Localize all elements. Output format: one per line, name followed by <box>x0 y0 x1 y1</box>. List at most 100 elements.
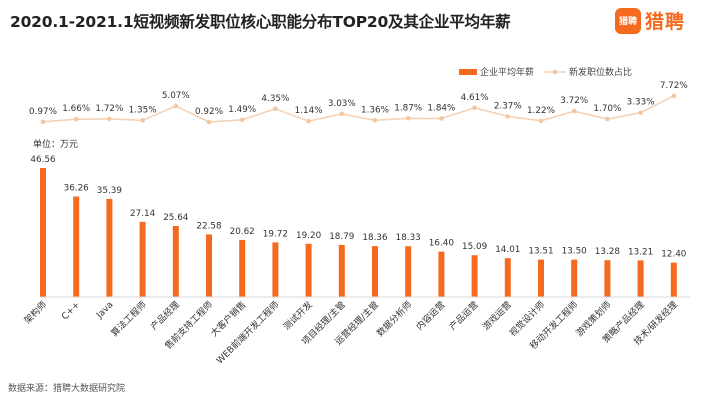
x-tick-label: 游戏运营 <box>480 299 514 333</box>
bar-data-label: 18.36 <box>362 233 388 243</box>
line-data-label: 5.07% <box>162 91 190 101</box>
line-data-label: 1.72% <box>95 104 123 114</box>
line-data-label: 1.66% <box>62 104 90 114</box>
line-point <box>73 116 79 122</box>
bar <box>504 258 511 297</box>
legend-line-marker <box>552 69 558 75</box>
line-data-label: 1.36% <box>361 105 389 115</box>
bar-data-label: 35.39 <box>97 186 122 196</box>
bar <box>40 168 46 297</box>
line-point <box>239 117 245 123</box>
line-series-layer: 0.97% 1.66% 1.72% 1.35% 5.07% 0.92% 1.49% 4.35%… <box>29 81 688 125</box>
line-data-label: 3.03% <box>328 99 356 109</box>
bar-data-label: 12.40 <box>661 250 687 260</box>
line-data-label: 0.97% <box>29 107 57 117</box>
unit-label: 单位：万元 <box>33 140 79 150</box>
legend-line-label: 新发职位数占比 <box>569 66 632 78</box>
bar <box>670 262 677 297</box>
line-data-label: 1.87% <box>394 103 422 113</box>
legend-bar-label: 企业平均年薪 <box>480 66 534 78</box>
bar-data-label: 13.28 <box>595 247 620 257</box>
line-point <box>273 106 278 112</box>
x-tick-label: 算法工程师 <box>108 299 148 339</box>
line-point <box>206 119 212 125</box>
logo-icon: 猎聘 <box>615 7 641 34</box>
line-point <box>339 111 345 117</box>
line-point <box>173 103 179 109</box>
bar-data-label: 19.72 <box>263 229 288 239</box>
line-point <box>107 116 112 122</box>
bar <box>206 234 212 297</box>
bar-data-label: 16.40 <box>429 239 455 249</box>
line-point <box>605 116 610 122</box>
line-data-label: 3.33% <box>627 98 655 108</box>
line-data-label: 2.37% <box>494 101 522 111</box>
bar-data-label: 25.64 <box>163 213 189 223</box>
line-point <box>671 93 677 99</box>
bar-data-label: 15.09 <box>462 242 487 252</box>
line-data-label: 1.14% <box>295 106 323 116</box>
line-point <box>472 105 477 111</box>
line-data-label: 1.22% <box>527 106 555 116</box>
x-tick-label: 测试开发 <box>281 299 315 333</box>
bar-data-label: 27.14 <box>130 209 156 219</box>
line-data-label: 4.35% <box>261 94 289 104</box>
x-tick-label: 产品经理 <box>148 299 182 333</box>
x-tick-label: 内容运营 <box>414 299 448 333</box>
line-point <box>538 118 544 124</box>
bar <box>604 260 611 297</box>
bar <box>305 243 312 297</box>
line-data-label: 4.61% <box>461 93 489 103</box>
line-point <box>571 108 577 114</box>
chart-legend: 企业平均年薪 新发职位数占比 <box>459 66 632 78</box>
bar <box>272 242 279 297</box>
bar-data-label: 13.51 <box>528 247 553 257</box>
bar <box>372 246 378 297</box>
bar <box>239 239 246 297</box>
line-series-path <box>42 95 675 123</box>
line-data-label: 7.72% <box>660 81 688 91</box>
x-tick-label: Java <box>94 300 115 321</box>
bar <box>637 260 644 297</box>
line-data-label: 0.92% <box>195 107 223 117</box>
line-data-label: 1.49% <box>228 105 256 115</box>
bar-data-label: 18.33 <box>396 233 421 243</box>
line-point <box>439 116 444 121</box>
x-tick-label: 产品运营 <box>447 299 481 333</box>
bar <box>172 226 179 297</box>
data-source: 数据来源：猎聘大数据研究院 <box>8 384 126 394</box>
brand-logo: 猎聘 猎聘 <box>615 7 685 34</box>
line-data-label: 3.72% <box>560 96 588 106</box>
bar-data-label: 36.26 <box>64 184 90 194</box>
line-point <box>140 118 145 123</box>
bar <box>538 259 544 297</box>
bar <box>438 251 445 297</box>
bar-data-label: 19.20 <box>296 231 322 241</box>
bar-data-label: 13.21 <box>628 247 653 257</box>
bar <box>139 221 146 297</box>
bar-data-label: 18.79 <box>329 232 354 242</box>
bar <box>73 196 80 297</box>
line-data-label: 1.84% <box>427 103 455 113</box>
bar-data-label: 13.50 <box>562 247 588 257</box>
bar <box>471 255 478 297</box>
line-point <box>40 119 46 125</box>
x-tick-label: 数据分析师 <box>374 299 414 339</box>
line-point <box>638 110 643 116</box>
line-point <box>372 118 378 123</box>
x-tick-label: 架构师 <box>22 299 50 327</box>
chart-title: 2020.1-2021.1短视频新发职位核心职能分布TOP20及其企业平均年薪 <box>10 13 511 31</box>
line-point <box>505 114 511 119</box>
bar-data-label: 22.58 <box>196 221 221 231</box>
x-tick-label: WEB前端开发工程师 <box>214 299 282 367</box>
line-point <box>405 116 411 121</box>
bar-data-label: 46.56 <box>30 155 56 165</box>
line-point <box>306 118 311 124</box>
x-tick-label: C++ <box>60 300 82 322</box>
bar-series-layer: 46.56 36.26 35.39 27.14 25.64 22.58 20.62 19.72… <box>30 155 687 297</box>
bar <box>338 244 345 297</box>
bar-data-label: 14.01 <box>495 245 520 255</box>
bar <box>405 246 412 297</box>
